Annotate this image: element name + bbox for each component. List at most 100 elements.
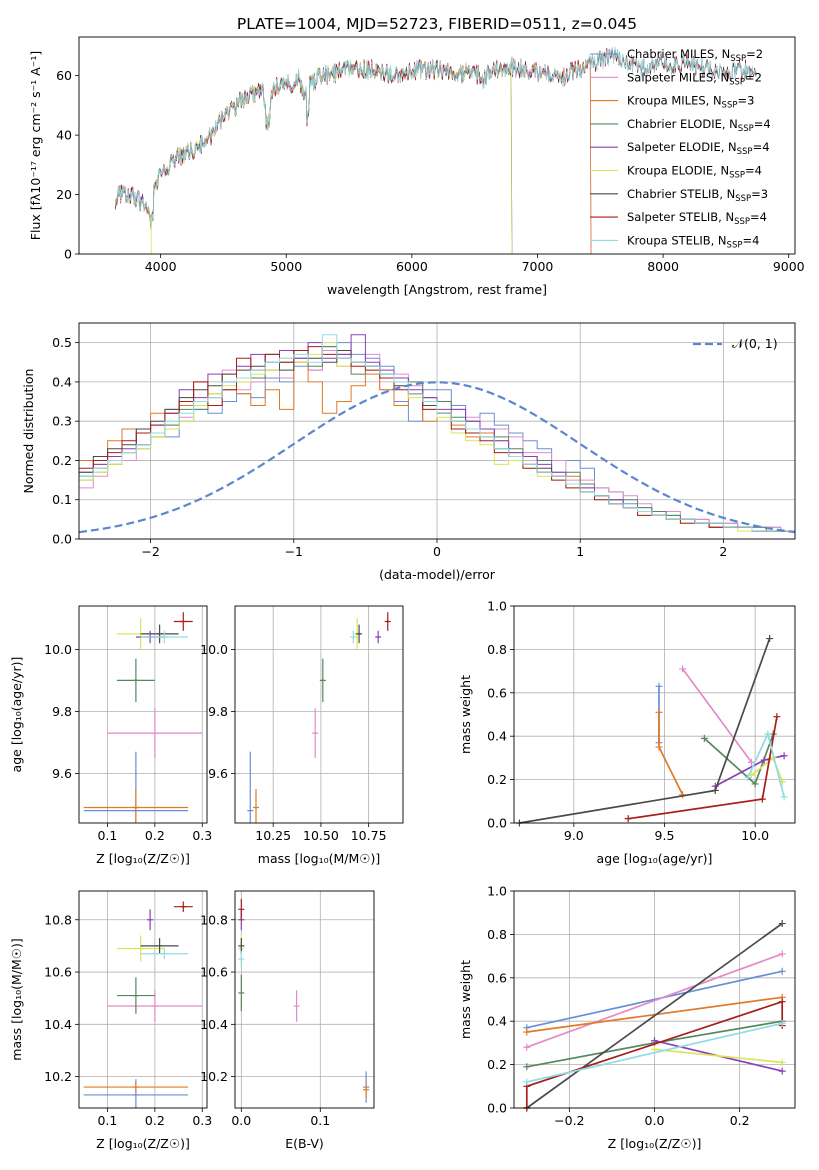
mass-vs-Z-panel: 0.1 0.2 0.3 10.2 10.4 10.6 10.8 Z [log₁₀(Z/Z☉)]… (9, 890, 212, 1151)
weight-point (747, 758, 755, 766)
x-tick-label: 0.1 (97, 1113, 117, 1128)
histograms (79, 334, 795, 534)
normal-curve (79, 381, 795, 534)
axes-frame (234, 890, 375, 1109)
weight-point (651, 1037, 658, 1045)
legend-entry: Kroupa MILES, NSSP=3 (627, 94, 754, 111)
y-tick-label: 10.8 (44, 912, 72, 927)
x-tick-label: 0.0 (645, 1113, 665, 1128)
legend-n: =3 (751, 187, 768, 201)
spectrum-title: PLATE=1004, MJD=52723, FIBERID=0511, z=0… (237, 15, 637, 33)
legend-entry: Chabrier STELIB, NSSP=3 (627, 187, 768, 204)
x-tick-label: 0.2 (145, 1113, 165, 1128)
weight-point (711, 786, 719, 794)
legend-n: =2 (745, 70, 762, 84)
weight-point (773, 713, 781, 721)
legend-entry: Chabrier MILES, NSSP=2 (627, 47, 763, 64)
legend-n: =4 (753, 140, 770, 154)
y-tick-label: 0.2 (52, 453, 72, 468)
y-tick-label: 40 (56, 128, 72, 143)
x-axis-label: Z [log₁₀(Z/Z☉)] (96, 851, 190, 866)
histogram-series (79, 334, 795, 532)
weight-point (655, 682, 663, 690)
legend-sub: SSP (730, 54, 746, 64)
legend-sub: SSP (722, 101, 738, 111)
histogram-series (79, 334, 795, 532)
y-tick-label: 10.8 (200, 912, 228, 927)
weight-series-line (658, 712, 684, 796)
x-tick-label: 0.1 (310, 1113, 330, 1128)
spectrum-series-line (115, 57, 592, 255)
y-axis-label: mass weight (458, 960, 473, 1039)
weight-point (778, 920, 786, 928)
weight-point (778, 950, 786, 958)
y-tick-label: 10.2 (44, 1069, 72, 1084)
weight-point (778, 1019, 786, 1027)
weight-point (760, 756, 768, 764)
weight-series-line (526, 953, 783, 1048)
x-tick-label: 6000 (396, 259, 428, 274)
weight-point (523, 1043, 531, 1051)
spectrum-series-line (115, 46, 758, 231)
x-tick-label: 2 (719, 544, 727, 559)
weight-point (651, 1045, 658, 1053)
x-axis-label: age [log₁₀(age/yr)] (597, 851, 713, 866)
legend-sub: SSP (734, 217, 750, 227)
y-tick-label: 0.1 (52, 492, 72, 507)
x-tick-label: 0.0 (231, 1113, 251, 1128)
axes-frame (513, 890, 796, 1109)
y-tick-label: 1.0 (487, 599, 507, 614)
x-tick-label: 0.2 (730, 1113, 750, 1128)
y-tick-label: 0 (64, 247, 72, 262)
weight-point (744, 773, 752, 781)
x-tick-label: 0.3 (192, 1113, 212, 1128)
legend-n: =2 (746, 47, 763, 61)
x-tick-label: 1 (576, 544, 584, 559)
legend-n: =3 (737, 94, 754, 108)
weight-series-line (747, 731, 785, 798)
histogram-series (79, 361, 795, 532)
x-tick-label: 5000 (270, 259, 302, 274)
weight-point (523, 1063, 531, 1071)
legend-sub: SSP (738, 124, 754, 134)
weight-series-line (526, 922, 783, 1109)
spectrum-series-line (115, 58, 592, 255)
weight-point (655, 708, 663, 716)
y-tick-label: 0.2 (487, 1057, 507, 1072)
legend-sub: SSP (729, 77, 745, 87)
weight-series-line (526, 1022, 783, 1083)
histogram-series (79, 342, 795, 532)
x-tick-label: 10.75 (351, 828, 387, 843)
residuals-panel: −2 −1 0 1 2 0.0 0.1 0.2 0.3 0.4 0.5 (data-model)/er… (21, 322, 796, 582)
y-tick-label: 9.6 (208, 766, 228, 781)
weight-series-line (526, 970, 783, 1029)
legend-entry: 𝒩(0, 1) (732, 336, 778, 351)
mass-vs-EBV-panel: 0.0 0.1 10.2 10.4 10.6 10.8 E(B-V) (200, 890, 375, 1151)
x-tick-label: 9000 (773, 259, 805, 274)
y-tick-label: 10.2 (200, 1069, 228, 1084)
y-tick-label: 9.8 (208, 704, 228, 719)
histogram-series (79, 346, 795, 532)
error-bars (83, 901, 203, 1108)
x-tick-label: 10.25 (255, 828, 291, 843)
y-tick-label: 60 (56, 68, 72, 83)
legend-n: =4 (750, 210, 767, 224)
legend-entry: Salpeter MILES, NSSP=2 (627, 70, 762, 87)
y-tick-label: 9.6 (52, 766, 72, 781)
x-tick-label: −1 (285, 544, 303, 559)
y-tick-label: 0.0 (487, 1101, 507, 1116)
weight-series-line (703, 733, 774, 786)
x-tick-label: 0.1 (97, 828, 117, 843)
legend-entry: Kroupa ELODIE, NSSP=4 (627, 164, 762, 181)
x-tick-label: 0.3 (192, 828, 212, 843)
weight-point (624, 815, 632, 823)
legend-sub: SSP (735, 194, 751, 204)
y-tick-label: 0.8 (487, 642, 507, 657)
histogram-series (79, 346, 795, 532)
error-bars (247, 612, 391, 823)
legend-sub: SSP (729, 171, 745, 181)
y-tick-label: 10.6 (200, 965, 228, 980)
x-axis-label: mass [log₁₀(M/M☉)] (258, 851, 380, 866)
error-bars (83, 612, 203, 823)
